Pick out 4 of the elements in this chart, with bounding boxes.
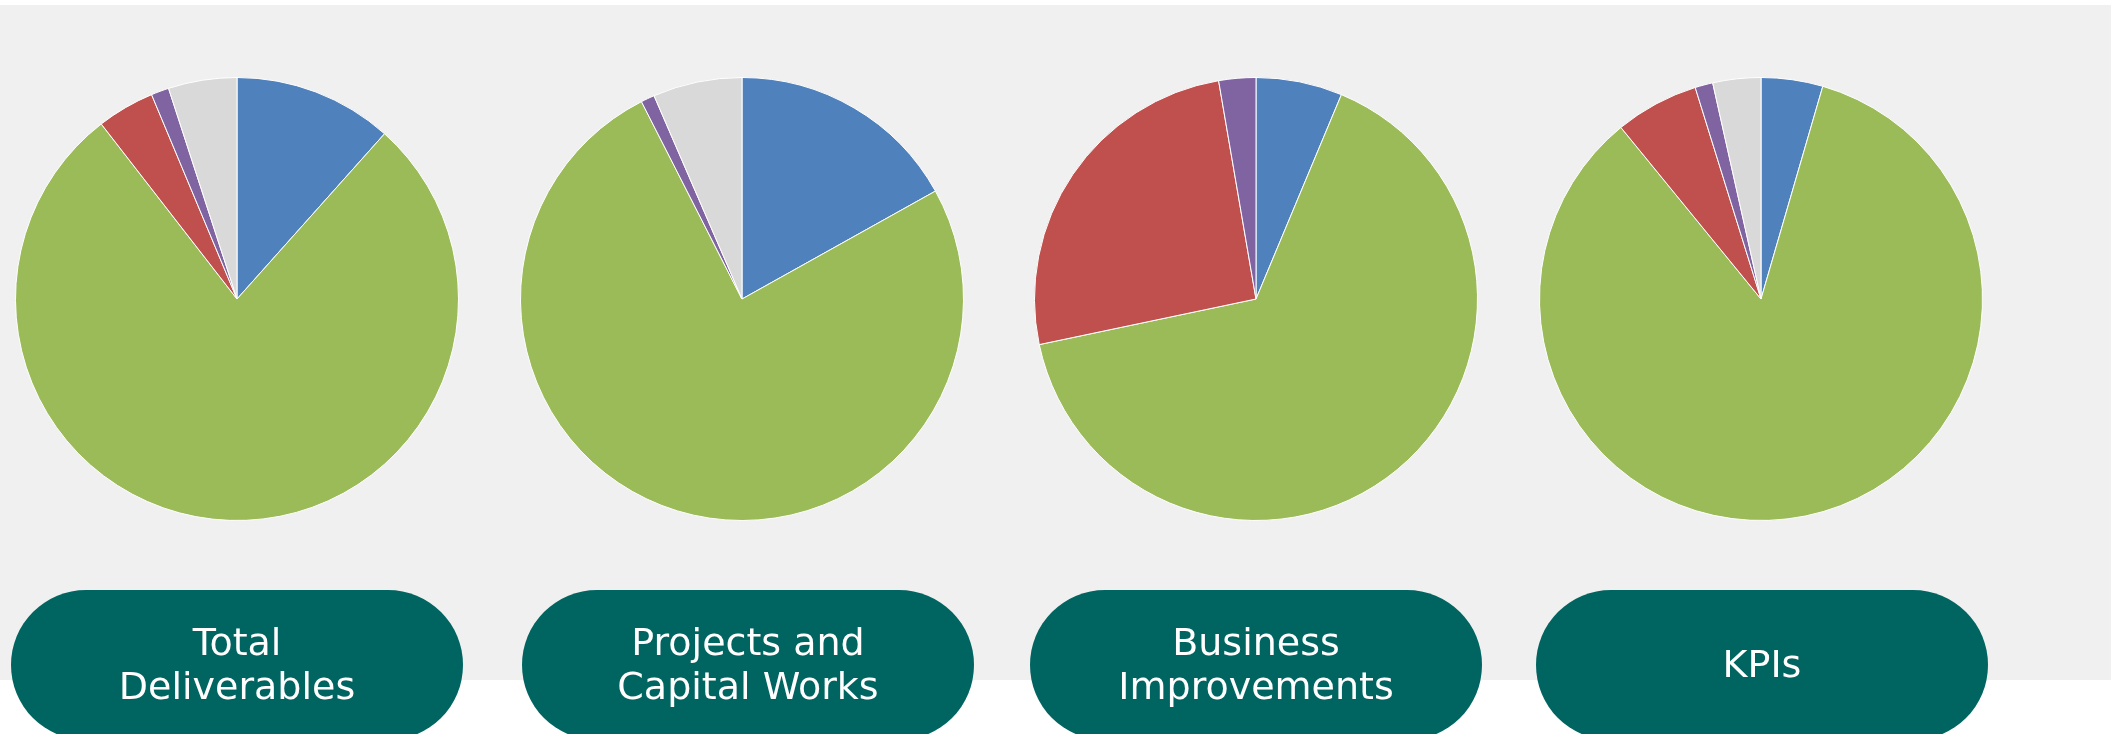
text: KPIs: [1722, 642, 1802, 687]
text: Business Improvements: [1117, 620, 1395, 709]
text: Total Deliverables: [117, 620, 357, 709]
text: Projects and Capital Works: [616, 620, 880, 709]
